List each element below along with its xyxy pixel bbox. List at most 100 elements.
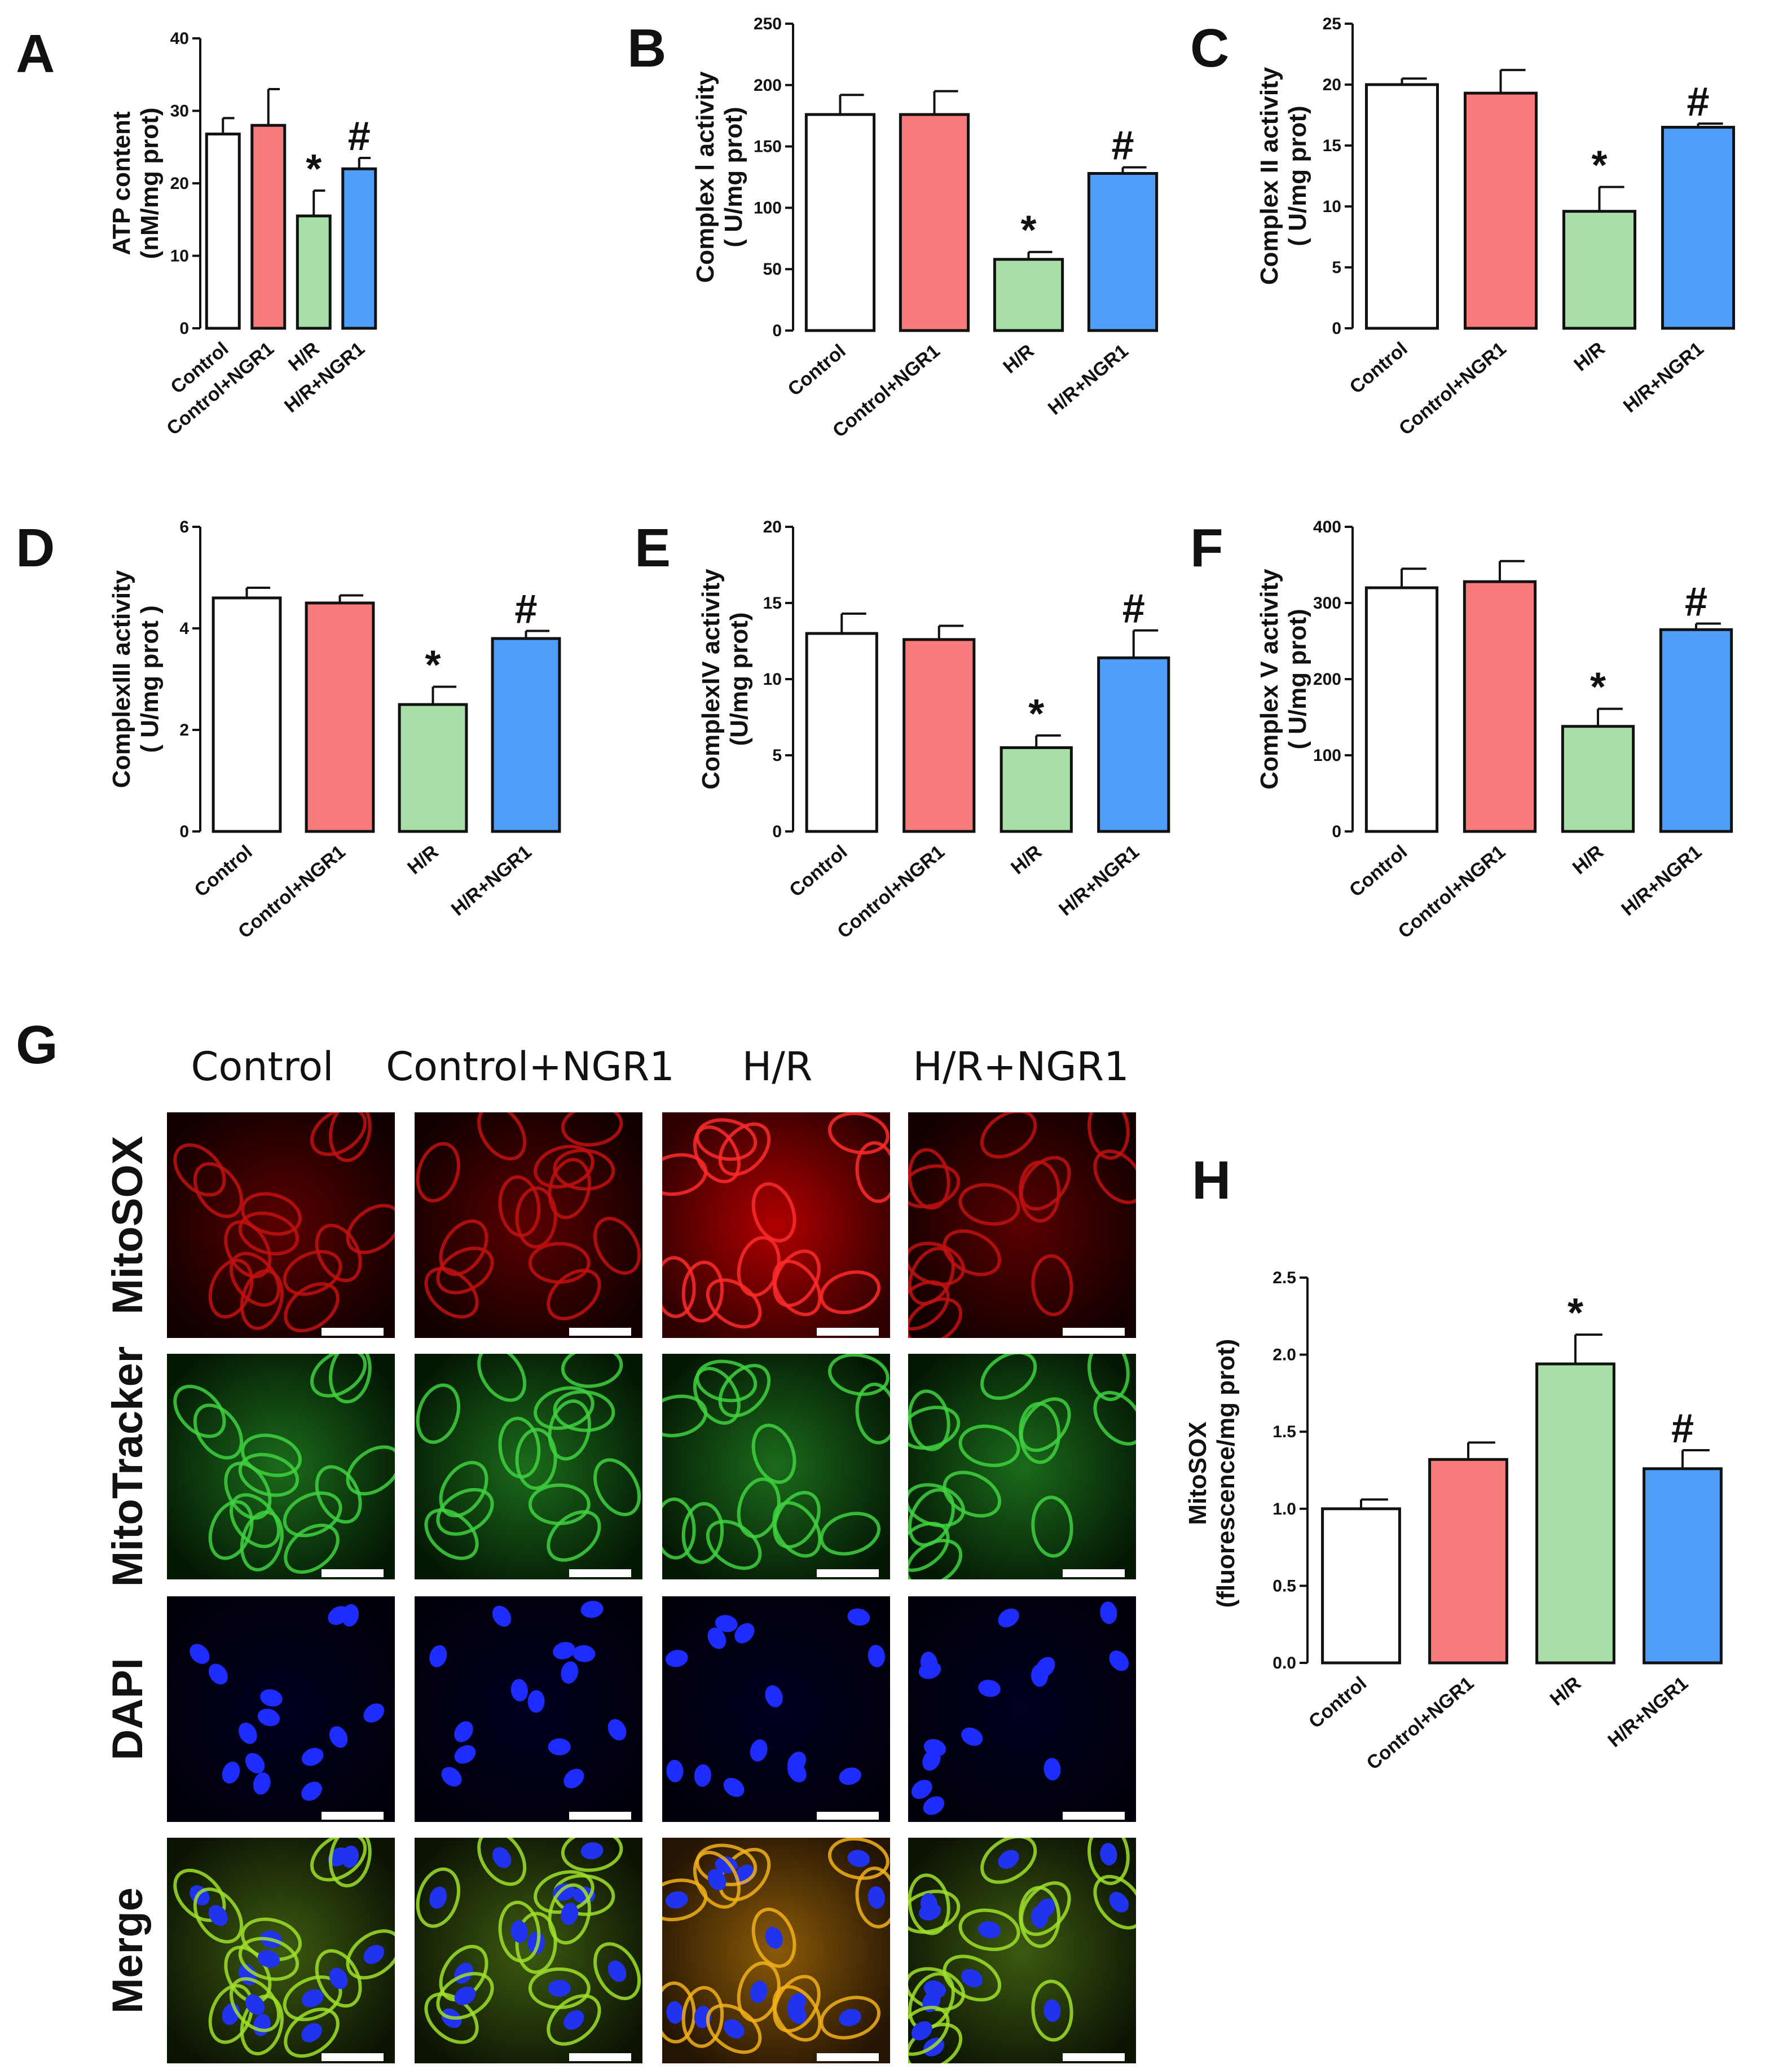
bar-h-r-ngr1 (341, 167, 377, 330)
nucleus (454, 1986, 476, 2005)
cell-bodies (908, 1112, 1136, 1338)
nucleus (911, 2021, 932, 2041)
cell-bodies (911, 1601, 1129, 1815)
panel-letter: D (16, 518, 55, 578)
cell-bodies (662, 1112, 890, 1329)
bar-control-ngr1 (305, 601, 375, 833)
nucleus (257, 1950, 280, 1968)
category-label: H/R (403, 841, 442, 879)
cell (908, 1890, 961, 1934)
panel-g-microscopy: G Control Control+NGR1 H/R H/R+NGR1 MitoSOX Mi… (16, 1015, 1136, 2063)
nucleus (920, 1893, 938, 1916)
cell (498, 1416, 541, 1479)
scale-bar (322, 1328, 384, 1336)
bar-control (805, 632, 878, 833)
nucleus (707, 1869, 727, 1891)
cell (706, 1278, 762, 1329)
cell (681, 1502, 724, 1564)
cell (855, 1141, 890, 1203)
nucleus (561, 1661, 578, 1684)
nucleus (329, 1967, 348, 1989)
y-tick-label: 5 (772, 746, 782, 765)
bar-h-r (296, 214, 332, 330)
bar-h-r-ngr1 (1659, 628, 1733, 833)
cell (284, 1524, 340, 1574)
cell (1031, 1979, 1073, 2042)
cell (662, 1981, 696, 2044)
bar-h-r-ngr1 (1097, 656, 1170, 833)
panel-letter: G (16, 1015, 58, 1075)
y-axis-label: ( U/mg prot) (1284, 105, 1311, 246)
y-axis-label: ComplexIV activity (697, 569, 725, 790)
y-tick-label: 25 (1323, 15, 1341, 33)
nucleus (868, 1886, 885, 1909)
y-tick-label: 0 (1332, 822, 1341, 841)
nucleus (580, 1842, 604, 1860)
chart-panel-f: F 0 100 200 300 400 Complex V activity( U/mg p… (1190, 518, 1733, 943)
cell (751, 1907, 796, 1968)
scale-bar (1063, 1812, 1125, 1820)
significance-marker: * (1568, 1291, 1583, 1336)
nucleus (911, 1780, 932, 1799)
y-tick-label: 400 (1313, 518, 1341, 536)
cell (1087, 1838, 1130, 1885)
cell (548, 1883, 591, 1945)
micrograph-mitotracker-3 (662, 1354, 890, 1579)
cell (528, 1483, 591, 1525)
cell (284, 2008, 340, 2058)
category-label: H/R+NGR1 (1617, 841, 1706, 920)
chart-panel-d: D 0 2 4 6 ComplexIII activity( U/mg prot ) Con… (16, 518, 561, 943)
cell (534, 1144, 595, 1188)
cell (908, 1297, 963, 1338)
y-axis-label: ( U/mg prot) (720, 107, 747, 247)
significance-marker: # (1111, 124, 1134, 169)
micrograph-mitosox-2 (415, 1112, 642, 1338)
y-axis-label: Complex V activity (1256, 569, 1283, 790)
y-tick-label: 100 (1313, 746, 1341, 765)
y-tick-label: 40 (170, 29, 189, 48)
column-header: H/R+NGR1 (913, 1044, 1129, 1090)
scale-bar (322, 2053, 384, 2061)
significance-marker: * (1590, 665, 1606, 710)
cell (1019, 1397, 1071, 1452)
cell (706, 2004, 762, 2054)
y-tick-label: 200 (754, 76, 782, 95)
cell (706, 1520, 762, 1570)
cell (224, 1220, 272, 1279)
scale-bar (569, 2053, 631, 2061)
nucleus (723, 1777, 745, 1797)
scale-bar (569, 1812, 631, 1820)
cell (908, 2005, 950, 2056)
cell (980, 1354, 1037, 1400)
cell (315, 1223, 362, 1283)
cell (943, 1954, 1002, 2002)
significance-marker: # (1685, 579, 1707, 624)
cell (908, 1539, 963, 1579)
row-header: MitoSOX (104, 1135, 152, 1314)
cell (820, 1996, 881, 2040)
scale-bar (569, 1328, 631, 1336)
y-tick-label: 15 (763, 594, 782, 613)
nucleus (666, 2001, 684, 2024)
nucleus (868, 1644, 885, 1667)
cell (827, 1354, 890, 1396)
cell (772, 1985, 822, 2042)
nucleus (222, 1762, 240, 1784)
nucleus (190, 1644, 210, 1664)
chart-panel-e: E 0 5 10 15 20 ComplexIV activity (U/mg prot) Co… (635, 518, 1170, 943)
nucleus (665, 1891, 688, 1909)
category-label: Control+NGR1 (1363, 1672, 1478, 1774)
bar-control-ngr1 (1428, 1458, 1508, 1665)
cell (477, 1838, 527, 1886)
cell (958, 1424, 1020, 1467)
nucleus (750, 1739, 768, 1762)
y-tick-label: 0.0 (1273, 1654, 1296, 1672)
column-header: Control+NGR1 (386, 1044, 674, 1090)
nucleus (607, 1960, 627, 1982)
bar-control-ngr1 (1463, 580, 1537, 833)
scale-bar (817, 2053, 879, 2061)
cell (515, 1912, 557, 1974)
cell (439, 1219, 488, 1276)
micrograph-dapi-2 (415, 1596, 642, 1822)
